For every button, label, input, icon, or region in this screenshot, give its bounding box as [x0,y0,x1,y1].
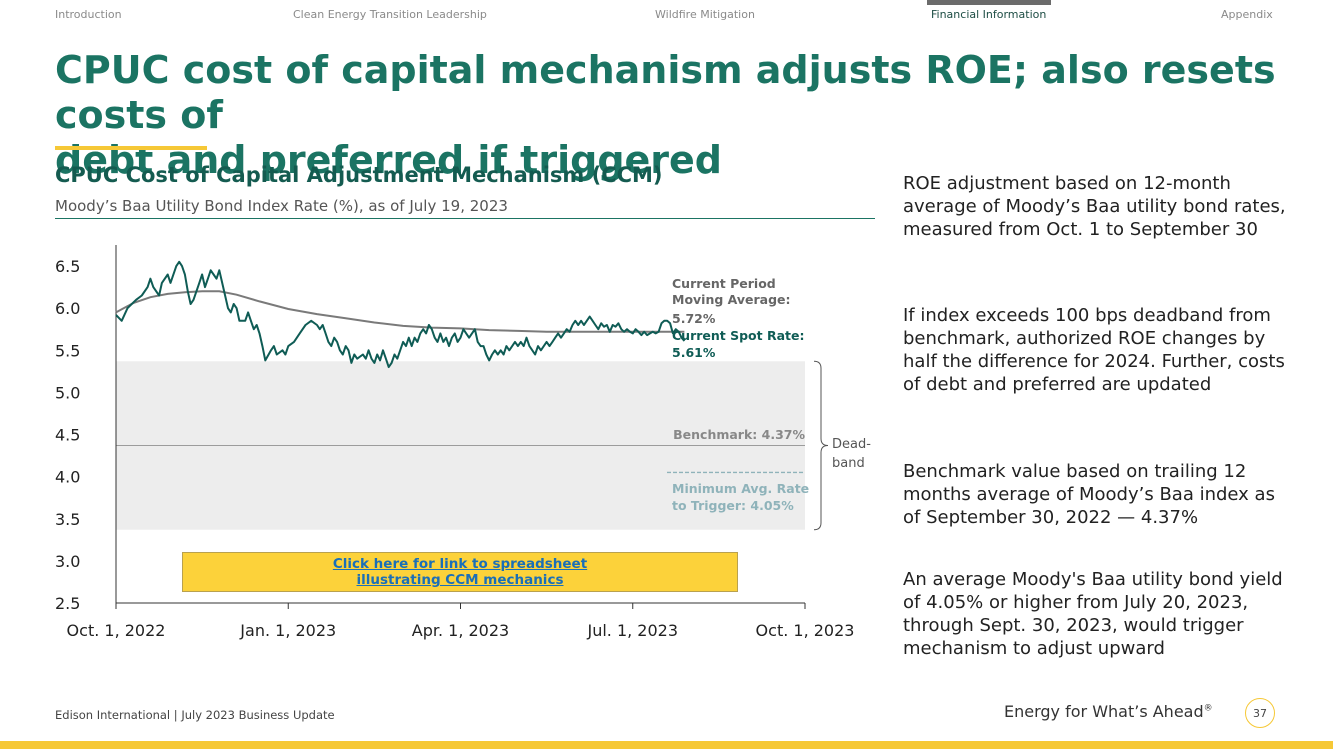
y-tick-label: 5.5 [55,341,80,360]
x-tick-label: Oct. 1, 2022 [67,621,166,640]
spreadsheet-link-line-1[interactable]: Click here for link to spreadsheet [332,556,588,572]
deadband-label-line-1: Dead- [832,437,871,452]
footer-tagline-text: Energy for What’s Ahead [1004,702,1204,721]
y-tick-label: 6.0 [55,299,80,318]
benchmark-label: Benchmark: 4.37% [673,427,805,442]
page-title: CPUC cost of capital mechanism adjusts R… [55,48,1305,182]
spot-label: Current Spot Rate: [672,328,804,343]
nav-active-indicator [927,0,1051,5]
top-navigation: Introduction Clean Energy Transition Lea… [0,0,1333,24]
page-number: 37 [1245,698,1275,728]
footer-source: Edison International | July 2023 Busines… [55,708,335,722]
y-tick-label: 2.5 [55,594,80,613]
y-tick-label: 4.0 [55,468,80,487]
y-tick-label: 3.0 [55,552,80,571]
side-paragraph-roe-adjustment: ROE adjustment based on 12-month average… [903,173,1286,240]
chart-subtitle: Moody’s Baa Utility Bond Index Rate (%),… [55,197,508,215]
trigger-label-line-1: Minimum Avg. Rate [672,481,809,496]
spot-value-label: 5.61% [672,345,716,360]
moving-average-line [115,290,685,333]
trigger-label-line-2: to Trigger: 4.05% [672,498,794,513]
nav-introduction[interactable]: Introduction [55,8,122,21]
footer-tagline: Energy for What’s Ahead® [1004,702,1213,721]
ma-value-label: 5.72% [672,311,716,326]
chart-title: CPUC Cost of Capital Adjustment Mechanis… [55,163,663,187]
nav-clean-energy[interactable]: Clean Energy Transition Leadership [293,8,487,21]
side-paragraph-deadband: If index exceeds 100 bps deadband from b… [903,305,1285,395]
chart-title-rule [55,218,875,219]
nav-appendix[interactable]: Appendix [1221,8,1273,21]
ma-label-line-2: Moving Average: [672,292,791,307]
bottom-accent-bar [0,741,1333,749]
registered-mark: ® [1203,703,1213,714]
ma-label-line-1: Current Period [672,276,776,291]
page-title-line-2: debt and preferred if triggered [55,137,723,182]
nav-financial-information[interactable]: Financial Information [931,8,1047,21]
title-accent-bar [55,146,207,150]
deadband-brace [813,360,829,531]
nav-wildfire-mitigation[interactable]: Wildfire Mitigation [655,8,755,21]
y-tick-label: 3.5 [55,510,80,529]
y-tick-label: 6.5 [55,257,80,276]
y-tick-label: 4.5 [55,426,80,445]
deadband-label-line-2: band [832,456,865,471]
spot-rate-line [115,260,686,369]
ccm-chart: 6.5 6.0 5.5 5.0 4.5 4.0 3.5 3.0 2.5 Oct. 1, 2022… [55,245,871,640]
page-title-line-1: CPUC cost of capital mechanism adjusts R… [55,48,1276,137]
side-paragraph-trigger: An average Moody's Baa utility bond yiel… [903,569,1283,659]
y-tick-labels: 6.5 6.0 5.5 5.0 4.5 4.0 3.5 3.0 2.5 [55,257,80,613]
spreadsheet-link[interactable]: Click here for link to spreadsheet illus… [182,552,738,592]
y-tick-label: 5.0 [55,383,80,402]
side-paragraph-benchmark: Benchmark value based on trailing 12 mon… [903,461,1275,528]
x-tick-label: Oct. 1, 2023 [756,621,855,640]
x-tick-label: Jan. 1, 2023 [239,621,336,640]
x-tick-label: Jul. 1, 2023 [586,621,678,640]
spreadsheet-link-line-2[interactable]: illustrating CCM mechanics [356,572,564,588]
x-tick-label: Apr. 1, 2023 [412,621,509,640]
x-tick-labels: Oct. 1, 2022 Jan. 1, 2023 Apr. 1, 2023 Jul.… [67,603,855,640]
